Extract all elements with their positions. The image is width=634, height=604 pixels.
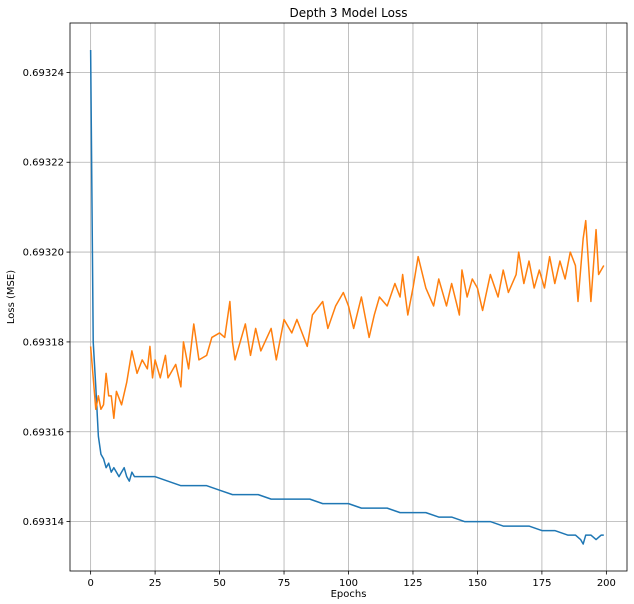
x-tick-label: 150: [468, 578, 487, 589]
x-tick-label: 125: [403, 578, 422, 589]
x-tick-label: 50: [213, 578, 226, 589]
y-tick-label: 0.69316: [23, 427, 64, 438]
x-tick-label: 200: [597, 578, 616, 589]
x-tick-label: 100: [339, 578, 358, 589]
x-tick-label: 0: [87, 578, 93, 589]
grid-lines: [70, 23, 627, 571]
x-axis-label: Epochs: [331, 589, 367, 600]
y-axis-label: Loss (MSE): [6, 270, 17, 324]
x-tick-label: 175: [532, 578, 551, 589]
y-tick-label: 0.69314: [23, 517, 64, 528]
series-line-1: [89, 49, 604, 545]
y-tick-label: 0.69322: [23, 158, 64, 169]
x-tick-label: 25: [149, 578, 162, 589]
chart-title: Depth 3 Model Loss: [290, 6, 408, 20]
series-lines: [89, 49, 605, 545]
y-tick-label: 0.69318: [23, 337, 64, 348]
y-tick-label: 0.69324: [23, 68, 64, 79]
x-tick-label: 75: [278, 578, 291, 589]
y-tick-label: 0.69320: [23, 248, 64, 259]
axis-ticks: 0 25 50 75 100 125 150 175 200 0.69314 0.69316 0.69…: [23, 68, 616, 589]
series-line-2: [89, 219, 605, 420]
